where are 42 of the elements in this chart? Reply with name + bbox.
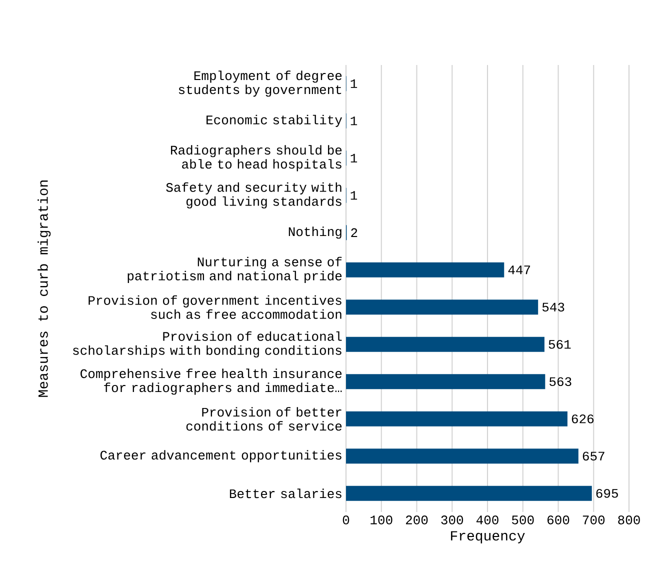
y-tick-label: Nurturing a sense of patriotism and national pride	[128, 256, 342, 283]
x-tick-label: 100	[370, 516, 392, 524]
bar	[346, 411, 568, 426]
y-tick-label: Comprehensive free health insurance for radiographers and immediate…	[80, 368, 342, 395]
y-tick-label: Better salaries	[230, 488, 342, 498]
data-label: 447	[508, 266, 530, 274]
y-tick-label: Safety and security with good living standards	[166, 182, 342, 208]
x-tick-label: 800	[618, 516, 640, 524]
data-label: 1	[350, 79, 358, 88]
x-tick-label: 300	[441, 516, 464, 524]
y-tick-label: Career advancement opportunities	[100, 450, 342, 462]
y-tick-label: Employment of degree students by government	[178, 70, 342, 97]
y-axis-title: Measures to curb migration	[38, 180, 51, 397]
bar	[346, 262, 504, 278]
data-label: 1	[350, 116, 358, 126]
x-tick-label: 200	[406, 516, 428, 524]
data-label: 657	[582, 452, 604, 461]
x-tick-label: 0	[342, 516, 350, 524]
data-label: 626	[572, 414, 594, 424]
x-tick-label: 600	[548, 516, 570, 524]
bar	[346, 336, 544, 352]
y-tick-label: Provision of government incentives such as free accommodation	[88, 295, 342, 319]
x-axis-title: Frequency	[451, 531, 525, 544]
bar	[346, 374, 546, 390]
y-tick-label: Radiographers should be able to head hospitals	[171, 145, 342, 172]
y-tick-label: Economic stability	[206, 114, 342, 127]
x-tick-label: 400	[476, 516, 498, 524]
y-tick-label: Provision of better conditions of service	[186, 407, 342, 431]
data-label: 695	[596, 488, 618, 498]
data-label: 563	[549, 377, 572, 386]
data-label: 1	[350, 191, 358, 200]
x-tick-label: 700	[582, 516, 605, 524]
y-tick-label: Provision of educational scholarships with bonding conditions	[73, 331, 342, 358]
x-tick-label: 500	[512, 516, 534, 524]
data-label: 561	[548, 340, 571, 349]
bar	[346, 448, 578, 464]
data-label: 2	[351, 228, 358, 237]
bar	[346, 300, 538, 315]
data-label: 543	[542, 302, 564, 312]
y-tick-label: Nothing	[288, 226, 342, 239]
bar	[346, 486, 592, 501]
data-label: 1	[350, 154, 358, 162]
